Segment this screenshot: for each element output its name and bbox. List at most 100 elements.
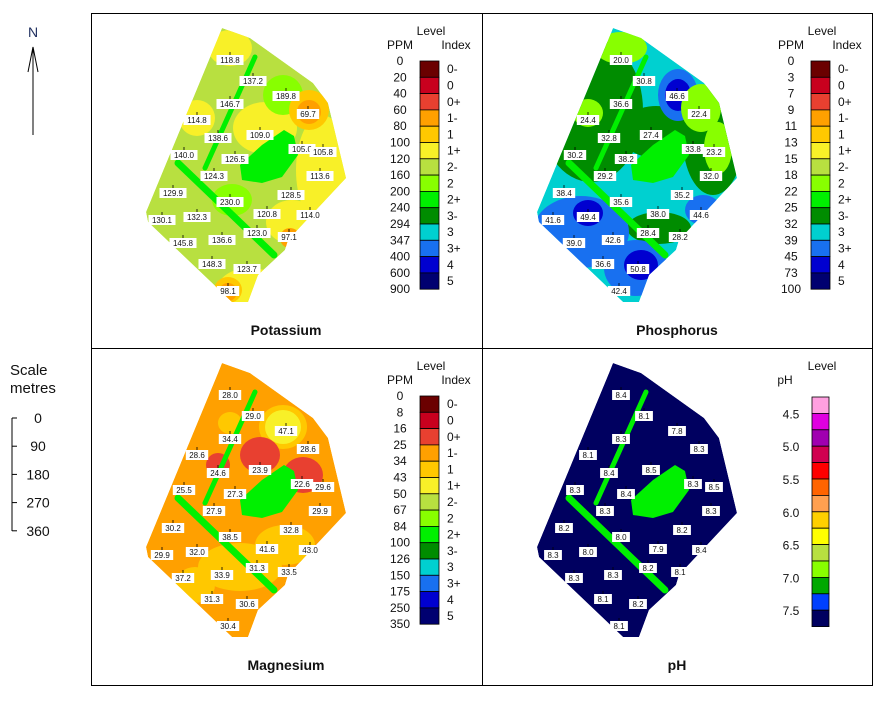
sample-point: 38.0 — [646, 206, 670, 219]
sample-label-bg — [593, 171, 617, 181]
sample-point: 32.0 — [699, 168, 723, 181]
legend-swatch — [810, 125, 831, 143]
sample-value: 8.3 — [615, 435, 627, 444]
sample-point: 28.4 — [636, 225, 660, 238]
sample-point: 22.6 — [290, 476, 314, 489]
sample-point: 31.3 — [200, 591, 224, 604]
legend-swatch — [419, 574, 440, 592]
legend-swatch — [810, 223, 831, 241]
scale-tick-label: 0 — [34, 410, 42, 426]
sample-value: 30.8 — [636, 77, 652, 86]
sample-point: 43.0 — [298, 542, 322, 555]
legend-swatch — [419, 190, 440, 209]
legend-ppm-label: 250 — [390, 601, 410, 615]
sample-label-bg — [171, 573, 195, 583]
sample-value: 126.5 — [225, 155, 246, 164]
sample-point: 8.4 — [617, 486, 635, 499]
grass-patch — [240, 465, 298, 518]
legend-index-label: 0+ — [447, 430, 461, 444]
sample-point: 25.5 — [172, 482, 196, 495]
tramline — [174, 159, 278, 259]
sample-point: 7.8 — [668, 423, 686, 436]
sample-value: 98.1 — [220, 287, 236, 296]
legend-ppm-label: 347 — [390, 233, 410, 247]
legend-index-label: 0- — [447, 62, 458, 76]
sample-label-bg — [183, 212, 211, 222]
sample-point: 98.1 — [216, 283, 240, 296]
sample-label-bg — [670, 190, 694, 200]
legend-ph-label: 7.5 — [783, 604, 800, 618]
scale-unit: metres — [10, 380, 56, 397]
sample-point: 8.2 — [639, 560, 657, 573]
sample-label-bg — [702, 506, 720, 516]
legend-swatch — [811, 577, 830, 595]
sample-value: 8.4 — [603, 469, 615, 478]
sample-label-bg — [566, 485, 584, 495]
sample-value: 47.1 — [278, 427, 294, 436]
legend-ph-label: 6.5 — [783, 539, 800, 553]
sample-point: 137.2 — [239, 73, 267, 86]
sample-value: 46.6 — [669, 92, 685, 101]
legend-ppm-label: 126 — [390, 552, 410, 566]
legend-swatch — [811, 560, 830, 578]
sample-value: 24.6 — [210, 469, 226, 478]
sample-point: 114.8 — [183, 112, 211, 125]
legend-swatch — [419, 256, 440, 274]
sample-label-bg — [607, 286, 631, 296]
legend-ppm-label: 120 — [390, 152, 410, 166]
sample-point: 33.5 — [277, 564, 301, 577]
legend-ppm-label: 0 — [397, 389, 404, 403]
sample-label-bg — [576, 212, 600, 222]
sample-value: 38.5 — [222, 533, 238, 542]
sample-point: 145.8 — [169, 235, 197, 248]
sample-point: 27.9 — [202, 503, 226, 516]
sample-label-bg — [170, 150, 198, 160]
legend-swatch — [811, 445, 830, 464]
legend-swatch — [810, 174, 831, 192]
sample-label-bg — [308, 506, 332, 516]
sample-point: 44.6 — [689, 207, 713, 220]
sample-point: 124.3 — [200, 168, 228, 181]
sample-value: 8.2 — [558, 524, 570, 533]
legend-swatch — [811, 593, 830, 611]
sample-label-bg — [671, 567, 689, 577]
sample-label-bg — [639, 130, 663, 140]
sample-point: 46.6 — [665, 88, 689, 101]
legend-index-label: 0 — [838, 78, 845, 92]
sample-label-bg — [198, 259, 226, 269]
sample-point: 50.8 — [626, 261, 650, 274]
sample-point: 146.7 — [216, 96, 244, 109]
sample-point: 20.0 — [609, 52, 633, 65]
sample-value: 31.3 — [204, 595, 220, 604]
legend-swatch — [419, 174, 440, 192]
sample-point: 120.8 — [253, 206, 281, 219]
north-arrow: N — [27, 24, 39, 135]
legend-index-label: 2- — [447, 160, 458, 174]
sample-point: 8.1 — [594, 591, 612, 604]
sample-value: 8.3 — [547, 551, 559, 560]
legend-level-header: Level — [417, 359, 446, 373]
scale-tick-label: 180 — [26, 466, 50, 482]
sample-label-bg — [596, 506, 614, 516]
sample-label-bg — [609, 99, 633, 109]
sample-value: 8.4 — [620, 490, 632, 499]
legend-index-label: 2- — [447, 495, 458, 509]
sample-value: 31.3 — [249, 564, 265, 573]
sample-point: 105.0 — [288, 141, 316, 154]
sample-label-bg — [668, 426, 686, 436]
scale-tick-label: 90 — [30, 438, 46, 454]
sample-value: 42.4 — [611, 287, 627, 296]
sample-point: 8.3 — [565, 570, 583, 583]
legend-ppm-header: PPM — [387, 373, 413, 387]
sample-label-bg — [681, 144, 705, 154]
sample-value: 69.7 — [300, 110, 316, 119]
legend-ppm-label: 160 — [390, 168, 410, 182]
legend-index-label: 3- — [447, 209, 458, 223]
north-arrow-head — [27, 46, 39, 73]
sample-label-bg — [604, 570, 622, 580]
legend-ppm-label: 13 — [784, 136, 798, 150]
sample-label-bg — [687, 109, 711, 119]
legend-index-label: 3 — [447, 225, 454, 239]
sample-value: 105.8 — [313, 148, 334, 157]
sample-label-bg — [248, 465, 272, 475]
